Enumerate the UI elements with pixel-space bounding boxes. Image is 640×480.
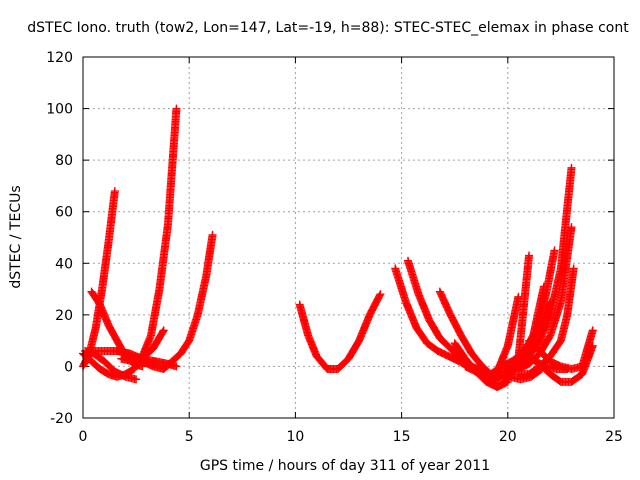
series-10: [435, 287, 495, 379]
data-point: [172, 362, 181, 371]
y-tick-label: 100: [46, 102, 73, 118]
data-point: [525, 251, 534, 260]
data-point: [110, 187, 119, 196]
x-axis-label: GPS time / hours of day 311 of year 2011: [200, 458, 490, 474]
series-6: [112, 346, 181, 371]
plot-area: [79, 104, 597, 392]
y-tick-label: -20: [50, 411, 73, 427]
plot-frame: [82, 56, 615, 419]
data-point: [567, 223, 576, 232]
y-tick-label: 80: [55, 153, 73, 169]
series-8: [391, 264, 483, 374]
data-point: [138, 362, 147, 371]
y-tick-label: 60: [55, 205, 73, 221]
y-tick-label: 0: [64, 359, 73, 375]
x-tick-label: 5: [185, 429, 194, 445]
x-tick-label: 25: [605, 429, 623, 445]
x-tick-label: 0: [79, 429, 88, 445]
series-7: [295, 290, 385, 374]
series-23: [520, 349, 572, 374]
grid: [83, 57, 614, 418]
data-point: [375, 291, 384, 300]
data-point: [158, 327, 167, 336]
data-point: [132, 375, 141, 384]
series-16: [493, 163, 576, 381]
y-axis-label: dSTEC / TECUs: [8, 185, 24, 288]
series-1: [79, 187, 119, 371]
axis-ticks: 0 5 10 15 20 25 -20 0 20 40 60 80 100 120: [46, 50, 623, 445]
x-tick-label: 15: [393, 429, 411, 445]
y-tick-label: 20: [55, 308, 73, 324]
data-point: [588, 341, 597, 350]
y-tick-label: 120: [46, 50, 73, 66]
data-point: [208, 230, 217, 239]
data-point: [567, 163, 576, 172]
chart-title: dSTEC Iono. truth (tow2, Lon=147, Lat=-1…: [27, 20, 629, 36]
data-point: [563, 365, 572, 374]
series-20: [495, 365, 546, 384]
x-tick-label: 10: [286, 429, 304, 445]
x-tick-label: 20: [499, 429, 517, 445]
data-point: [569, 264, 578, 273]
series-4: [81, 346, 141, 384]
data-point: [514, 292, 523, 301]
y-tick-label: 40: [55, 256, 73, 272]
data-point: [588, 326, 597, 335]
data-point: [550, 246, 559, 255]
data-point: [172, 104, 181, 113]
data-point: [376, 290, 385, 299]
data-point: [159, 326, 168, 335]
